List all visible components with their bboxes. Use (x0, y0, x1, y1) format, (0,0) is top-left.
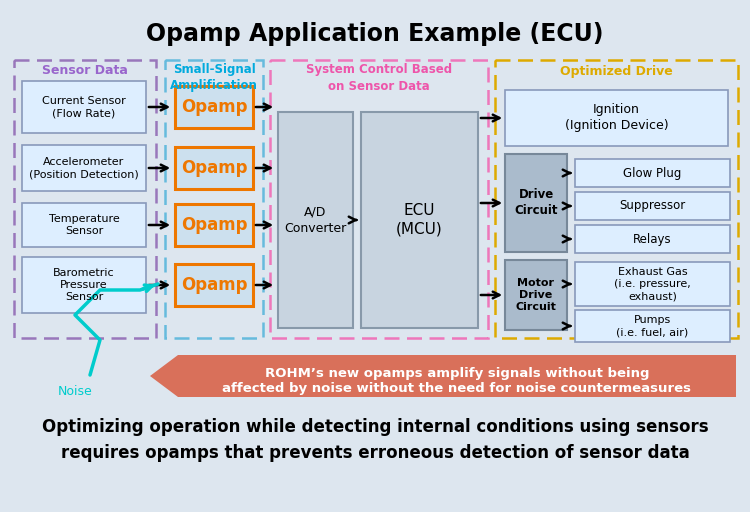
Text: Suppressor: Suppressor (620, 200, 686, 212)
Text: ROHM’s new opamps amplify signals without being: ROHM’s new opamps amplify signals withou… (265, 367, 650, 380)
Bar (505, 154, 567, 252)
Bar (575, 159, 730, 187)
Text: Relays: Relays (633, 232, 672, 245)
Text: Opamp: Opamp (181, 276, 248, 294)
Bar (175, 204, 253, 246)
Bar (505, 90, 728, 146)
Bar (22, 81, 146, 133)
Text: Opamp: Opamp (181, 159, 248, 177)
Polygon shape (150, 355, 178, 397)
Text: Opamp: Opamp (181, 98, 248, 116)
Text: Barometric
Pressure
Sensor: Barometric Pressure Sensor (53, 268, 115, 303)
Bar (22, 203, 146, 247)
Text: Drive
Circuit: Drive Circuit (514, 188, 558, 218)
Text: Opamp Application Example (ECU): Opamp Application Example (ECU) (146, 22, 604, 46)
Bar (495, 60, 738, 338)
Text: Small-Signal
Amplification: Small-Signal Amplification (170, 63, 258, 93)
Text: Temperature
Sensor: Temperature Sensor (49, 214, 119, 236)
Bar (270, 60, 488, 338)
Text: Pumps
(i.e. fuel, air): Pumps (i.e. fuel, air) (616, 315, 688, 337)
Text: Noise: Noise (58, 385, 92, 398)
Text: Optimizing operation while detecting internal conditions using sensors
requires : Optimizing operation while detecting int… (42, 418, 708, 462)
Bar (165, 60, 263, 338)
Text: Glow Plug: Glow Plug (623, 166, 682, 180)
Bar (22, 145, 146, 191)
Bar (178, 355, 736, 397)
Text: Optimized Drive: Optimized Drive (560, 65, 673, 77)
Bar (22, 257, 146, 313)
Bar (175, 264, 253, 306)
Bar (575, 192, 730, 220)
Text: Ignition
(Ignition Device): Ignition (Ignition Device) (565, 103, 668, 133)
Bar (575, 262, 730, 306)
Bar (575, 310, 730, 342)
Bar (361, 112, 478, 328)
Text: System Control Based
on Sensor Data: System Control Based on Sensor Data (306, 63, 452, 93)
Text: Current Sensor
(Flow Rate): Current Sensor (Flow Rate) (42, 96, 126, 118)
Bar (14, 60, 156, 338)
Bar (278, 112, 353, 328)
Text: Sensor Data: Sensor Data (42, 65, 128, 77)
Bar (175, 86, 253, 128)
Text: affected by noise without the need for noise countermeasures: affected by noise without the need for n… (223, 382, 692, 395)
Text: ECU
(MCU): ECU (MCU) (396, 203, 442, 237)
Bar (505, 260, 567, 330)
Bar (175, 147, 253, 189)
Text: Accelerometer
(Position Detection): Accelerometer (Position Detection) (29, 157, 139, 179)
Text: Opamp: Opamp (181, 216, 248, 234)
Bar (575, 225, 730, 253)
Text: A/D
Converter: A/D Converter (284, 205, 346, 234)
Text: Motor
Drive
Circuit: Motor Drive Circuit (515, 278, 556, 312)
Text: Exhaust Gas
(i.e. pressure,
exhaust): Exhaust Gas (i.e. pressure, exhaust) (614, 267, 691, 302)
